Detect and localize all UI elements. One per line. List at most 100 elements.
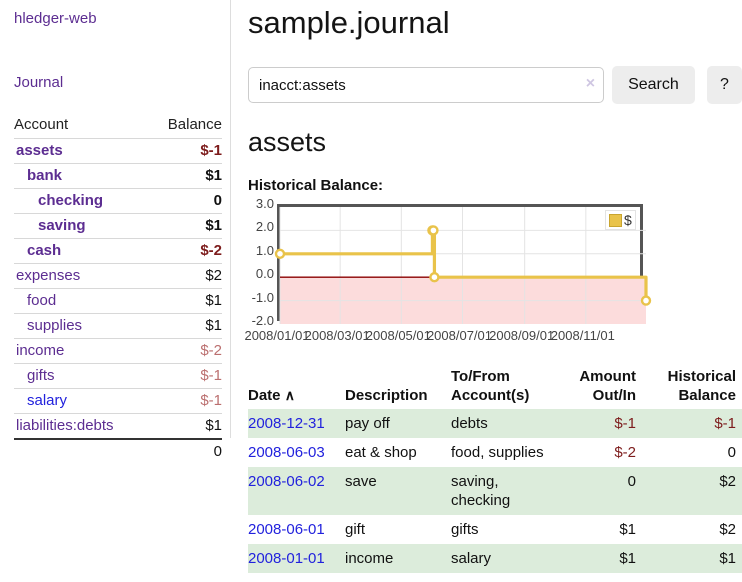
register-cell-accounts: salary — [451, 550, 492, 567]
register-table-body: 2008-12-31 pay off debts $-1 $-1 2008-06-03 ea… — [248, 409, 742, 573]
y-axis-tick-label: 0.0 — [255, 266, 274, 282]
account-link-supplies[interactable]: supplies — [27, 317, 83, 334]
sort-asc-icon: ∧ — [284, 387, 295, 403]
column-header-amount: Amount Out/In — [579, 368, 636, 404]
x-axis-tick-label: 2008/09/01 — [489, 328, 555, 343]
accounts-header-account: Account — [14, 116, 69, 133]
x-axis-tick-label: 2008/03/01 — [304, 328, 370, 343]
register-cell-balance: 0 — [727, 444, 736, 461]
account-balance: $1 — [205, 217, 222, 234]
y-axis-tick-label: -1.0 — [251, 289, 274, 305]
chart-title: Historical Balance: — [248, 177, 384, 194]
search-form: × Search ? — [248, 66, 742, 104]
account-link-assets[interactable]: assets — [16, 142, 63, 159]
register-row[interactable]: 2008-06-03 eat & shop food, supplies $-2 0 — [248, 438, 742, 467]
column-header-description: Description — [345, 387, 428, 404]
transaction-date-link[interactable]: 2008-06-02 — [248, 473, 325, 490]
account-row: supplies $1 — [14, 313, 222, 338]
main-content: sample.journal × Search ? assets Histori… — [244, 0, 742, 573]
historical-balance-chart: $ 3.0 2.0 1.0 0.0 -1.0 -2.0 2008/01/01 2008/03/… — [244, 197, 742, 344]
register-cell-description: eat & shop — [345, 444, 417, 461]
register-cell-balance: $-1 — [714, 415, 736, 432]
y-axis-tick-label: 2.0 — [255, 219, 274, 235]
account-link-cash[interactable]: cash — [27, 242, 62, 259]
x-axis-tick-label: 2008/11/01 — [550, 328, 615, 343]
account-link-checking[interactable]: checking — [38, 192, 104, 209]
account-balance: $-1 — [200, 392, 222, 409]
register-cell-accounts: saving, checking — [451, 473, 511, 509]
account-link-bank[interactable]: bank — [27, 167, 63, 184]
register-cell-balance: $1 — [719, 550, 736, 567]
register-row[interactable]: 2008-06-01 gift gifts $1 $2 — [248, 515, 742, 544]
register-cell-amount: 0 — [627, 473, 636, 490]
transaction-date-link[interactable]: 2008-06-01 — [248, 521, 325, 538]
nav-journal-link[interactable]: Journal — [14, 74, 64, 91]
register-row[interactable]: 2008-06-02 save saving, checking 0 $2 — [248, 467, 742, 515]
x-axis-tick-label: 2008/05/01 — [365, 328, 431, 343]
transaction-date-link[interactable]: 2008-06-03 — [248, 444, 325, 461]
register-cell-description: save — [345, 473, 377, 490]
account-row: liabilities:debts $1 — [14, 413, 222, 438]
accounts-total-value: 0 — [213, 443, 222, 460]
register-cell-date: 2008-12-31 — [248, 409, 345, 438]
page-title: sample.journal — [248, 5, 450, 40]
account-link-saving[interactable]: saving — [38, 217, 86, 234]
account-balance: $1 — [205, 417, 222, 434]
register-cell-balance: $2 — [719, 473, 736, 490]
y-axis-tick-label: 3.0 — [255, 196, 274, 211]
account-row: expenses $2 — [14, 263, 222, 288]
register-cell-date: 2008-01-01 — [248, 544, 345, 573]
register-cell-accounts: gifts — [451, 521, 479, 538]
brand-link[interactable]: hledger-web — [14, 10, 97, 27]
account-balance: $1 — [205, 292, 222, 309]
accounts-total-row: 0 — [14, 438, 222, 463]
transaction-date-link[interactable]: 2008-01-01 — [248, 550, 325, 567]
account-link-income[interactable]: income — [16, 342, 65, 359]
column-header-balance: Historical Balance — [667, 368, 736, 404]
chart-plot-area[interactable] — [274, 204, 652, 324]
clear-search-icon[interactable]: × — [585, 75, 596, 92]
chart-legend: $ — [605, 210, 636, 230]
register-row[interactable]: 2008-12-31 pay off debts $-1 $-1 — [248, 409, 742, 438]
column-header-date[interactable]: Date ∧ — [248, 387, 295, 404]
register-cell-date: 2008-06-01 — [248, 515, 345, 544]
transaction-date-link[interactable]: 2008-12-31 — [248, 415, 325, 432]
account-row: cash $-2 — [14, 238, 222, 263]
account-link-gifts[interactable]: gifts — [27, 367, 55, 384]
column-header-accounts: To/From Account(s) — [451, 368, 530, 404]
register-cell-accounts: food, supplies — [451, 444, 544, 461]
help-button[interactable]: ? — [706, 66, 742, 104]
account-balance: $1 — [205, 167, 222, 184]
account-link-liabilities-debts[interactable]: liabilities:debts — [16, 417, 114, 434]
register-cell-description: pay off — [345, 415, 390, 432]
account-link-expenses[interactable]: expenses — [16, 267, 81, 284]
register-cell-accounts: debts — [451, 415, 488, 432]
account-balance: $-2 — [200, 342, 222, 359]
account-link-food[interactable]: food — [27, 292, 57, 309]
search-input[interactable] — [248, 67, 605, 103]
account-balance: $1 — [205, 317, 222, 334]
register-cell-date: 2008-06-02 — [248, 467, 345, 515]
y-axis-tick-label: -2.0 — [251, 313, 274, 328]
x-axis-tick-label: 2008/07/01 — [426, 328, 493, 343]
register-cell-amount: $1 — [619, 550, 636, 567]
accounts-table: Account Balance assets $-1 bank $1 checking 0… — [14, 113, 222, 463]
account-row: food $1 — [14, 288, 222, 313]
register-cell-date: 2008-06-03 — [248, 438, 345, 467]
search-button[interactable]: Search — [612, 66, 695, 104]
account-row: gifts $-1 — [14, 363, 222, 388]
account-balance: $-1 — [200, 367, 222, 384]
accounts-table-header: Account Balance — [14, 113, 222, 138]
account-row: saving $1 — [14, 213, 222, 238]
account-balance: $-2 — [200, 242, 222, 259]
account-link-salary[interactable]: salary — [27, 392, 68, 409]
account-heading: assets — [248, 127, 327, 157]
account-balance: 0 — [213, 192, 222, 209]
register-header-row: Date ∧ Description To/From Account(s) Am… — [248, 365, 742, 409]
register-table: Date ∧ Description To/From Account(s) Am… — [248, 365, 742, 573]
account-row: salary $-1 — [14, 388, 222, 413]
legend-label: $ — [624, 212, 632, 228]
register-cell-amount: $-2 — [614, 444, 636, 461]
register-cell-description: gift — [345, 521, 366, 538]
register-row[interactable]: 2008-01-01 income salary $1 $1 — [248, 544, 742, 573]
